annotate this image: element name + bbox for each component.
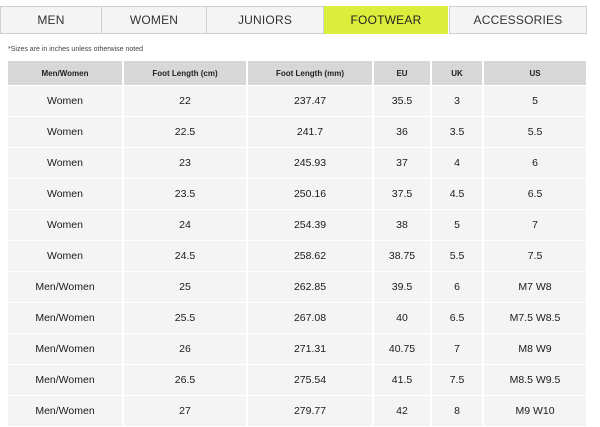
cell-gender: Women bbox=[8, 210, 124, 240]
table-row: Men/Women 26.5 275.54 41.5 7.5 M8.5 W9.5 bbox=[8, 365, 586, 395]
column-header-foot-length-mm: Foot Length (mm) bbox=[248, 61, 374, 85]
cell-us: 5.5 bbox=[484, 117, 586, 147]
table-row: Men/Women 26 271.31 40.75 7 M8 W9 bbox=[8, 334, 586, 364]
cell-foot-length-cm: 25.5 bbox=[124, 303, 248, 333]
cell-us: M9 W10 bbox=[484, 396, 586, 426]
size-chart-table: Men/Women Foot Length (cm) Foot Length (… bbox=[8, 60, 586, 427]
cell-eu: 37.5 bbox=[374, 179, 432, 209]
cell-uk: 3.5 bbox=[432, 117, 484, 147]
cell-us: M7.5 W8.5 bbox=[484, 303, 586, 333]
cell-gender: Women bbox=[8, 241, 124, 271]
table-row: Women 23.5 250.16 37.5 4.5 6.5 bbox=[8, 179, 586, 209]
cell-foot-length-mm: 237.47 bbox=[248, 86, 374, 116]
cell-gender: Women bbox=[8, 148, 124, 178]
cell-uk: 7.5 bbox=[432, 365, 484, 395]
table-header-row: Men/Women Foot Length (cm) Foot Length (… bbox=[8, 61, 586, 85]
cell-foot-length-mm: 254.39 bbox=[248, 210, 374, 240]
cell-us: M8.5 W9.5 bbox=[484, 365, 586, 395]
cell-foot-length-cm: 26.5 bbox=[124, 365, 248, 395]
cell-foot-length-cm: 24 bbox=[124, 210, 248, 240]
cell-foot-length-cm: 27 bbox=[124, 396, 248, 426]
cell-foot-length-cm: 23 bbox=[124, 148, 248, 178]
cell-us: 6 bbox=[484, 148, 586, 178]
cell-us: 7.5 bbox=[484, 241, 586, 271]
cell-eu: 40 bbox=[374, 303, 432, 333]
tab-accessories[interactable]: ACCESSORIES bbox=[449, 6, 587, 34]
cell-foot-length-mm: 262.85 bbox=[248, 272, 374, 302]
cell-gender: Men/Women bbox=[8, 334, 124, 364]
cell-eu: 39.5 bbox=[374, 272, 432, 302]
category-tabs: MEN WOMEN JUNIORS FOOTWEAR ACCESSORIES bbox=[0, 0, 600, 36]
column-header-us: US bbox=[484, 61, 586, 85]
size-note: *Sizes are in inches unless otherwise no… bbox=[8, 46, 144, 53]
cell-uk: 3 bbox=[432, 86, 484, 116]
cell-uk: 5 bbox=[432, 210, 484, 240]
tab-footwear[interactable]: FOOTWEAR bbox=[324, 6, 448, 34]
cell-gender: Women bbox=[8, 179, 124, 209]
cell-uk: 6.5 bbox=[432, 303, 484, 333]
cell-eu: 38.75 bbox=[374, 241, 432, 271]
table-row: Men/Women 27 279.77 42 8 M9 W10 bbox=[8, 396, 586, 426]
cell-uk: 7 bbox=[432, 334, 484, 364]
table-row: Women 23 245.93 37 4 6 bbox=[8, 148, 586, 178]
cell-us: M8 W9 bbox=[484, 334, 586, 364]
cell-gender: Women bbox=[8, 86, 124, 116]
table-body: Women 22 237.47 35.5 3 5 Women 22.5 241.7 36 3.5 5.… bbox=[8, 86, 586, 426]
cell-foot-length-mm: 258.62 bbox=[248, 241, 374, 271]
table-row: Women 22.5 241.7 36 3.5 5.5 bbox=[8, 117, 586, 147]
table-row: Women 22 237.47 35.5 3 5 bbox=[8, 86, 586, 116]
cell-eu: 35.5 bbox=[374, 86, 432, 116]
tab-juniors[interactable]: JUNIORS bbox=[206, 6, 324, 34]
column-header-eu: EU bbox=[374, 61, 432, 85]
tab-women[interactable]: WOMEN bbox=[101, 6, 207, 34]
cell-foot-length-mm: 250.16 bbox=[248, 179, 374, 209]
cell-foot-length-mm: 267.08 bbox=[248, 303, 374, 333]
table-row: Women 24 254.39 38 5 7 bbox=[8, 210, 586, 240]
cell-us: 7 bbox=[484, 210, 586, 240]
cell-gender: Women bbox=[8, 117, 124, 147]
cell-foot-length-cm: 24.5 bbox=[124, 241, 248, 271]
table-row: Men/Women 25.5 267.08 40 6.5 M7.5 W8.5 bbox=[8, 303, 586, 333]
cell-foot-length-cm: 23.5 bbox=[124, 179, 248, 209]
column-header-uk: UK bbox=[432, 61, 484, 85]
cell-eu: 37 bbox=[374, 148, 432, 178]
cell-foot-length-cm: 26 bbox=[124, 334, 248, 364]
cell-us: M7 W8 bbox=[484, 272, 586, 302]
cell-foot-length-cm: 25 bbox=[124, 272, 248, 302]
cell-uk: 4.5 bbox=[432, 179, 484, 209]
cell-uk: 8 bbox=[432, 396, 484, 426]
column-header-gender: Men/Women bbox=[8, 61, 124, 85]
cell-foot-length-mm: 279.77 bbox=[248, 396, 374, 426]
cell-gender: Men/Women bbox=[8, 303, 124, 333]
cell-eu: 41.5 bbox=[374, 365, 432, 395]
cell-uk: 4 bbox=[432, 148, 484, 178]
cell-uk: 5.5 bbox=[432, 241, 484, 271]
tab-men[interactable]: MEN bbox=[0, 6, 102, 34]
cell-eu: 42 bbox=[374, 396, 432, 426]
cell-foot-length-cm: 22.5 bbox=[124, 117, 248, 147]
cell-us: 6.5 bbox=[484, 179, 586, 209]
cell-gender: Men/Women bbox=[8, 365, 124, 395]
cell-gender: Men/Women bbox=[8, 396, 124, 426]
cell-eu: 36 bbox=[374, 117, 432, 147]
column-header-foot-length-cm: Foot Length (cm) bbox=[124, 61, 248, 85]
cell-foot-length-mm: 245.93 bbox=[248, 148, 374, 178]
cell-foot-length-mm: 271.31 bbox=[248, 334, 374, 364]
table-row: Men/Women 25 262.85 39.5 6 M7 W8 bbox=[8, 272, 586, 302]
cell-foot-length-mm: 241.7 bbox=[248, 117, 374, 147]
cell-foot-length-mm: 275.54 bbox=[248, 365, 374, 395]
table-row: Women 24.5 258.62 38.75 5.5 7.5 bbox=[8, 241, 586, 271]
cell-foot-length-cm: 22 bbox=[124, 86, 248, 116]
cell-uk: 6 bbox=[432, 272, 484, 302]
cell-eu: 40.75 bbox=[374, 334, 432, 364]
cell-eu: 38 bbox=[374, 210, 432, 240]
cell-gender: Men/Women bbox=[8, 272, 124, 302]
cell-us: 5 bbox=[484, 86, 586, 116]
